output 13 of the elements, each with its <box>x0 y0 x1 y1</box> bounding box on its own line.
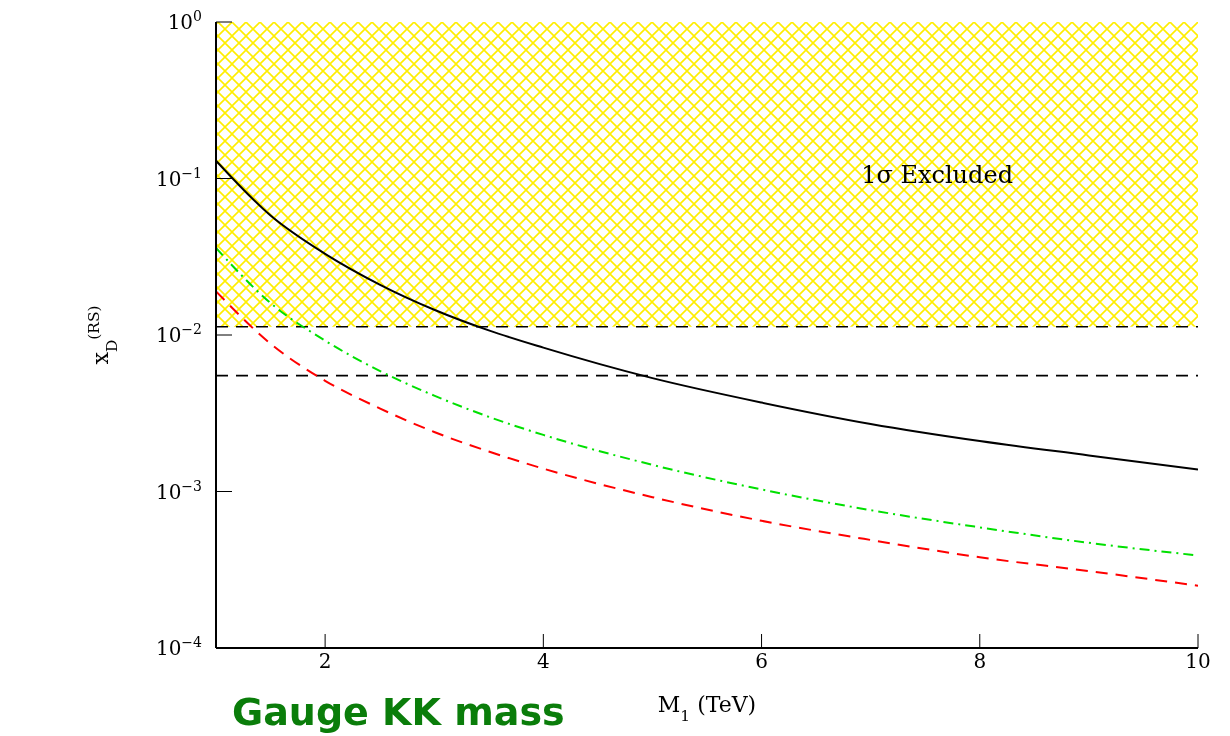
line-series <box>216 290 1198 587</box>
y-tick-label: 10$^{−3}$ <box>155 477 202 504</box>
y-tick-label: 10$^{−2}$ <box>155 321 202 347</box>
x-tick-label: 10 <box>1185 649 1211 674</box>
x-tick-label: 8 <box>973 649 987 674</box>
y-tick-label: 10$^{−4}$ <box>155 634 203 660</box>
x-tick-label: 2 <box>318 649 332 674</box>
x-axis-title: M$_{1}$ (TeV) <box>657 692 757 725</box>
text: Gauge KK mass <box>232 690 565 734</box>
y-tick-label: 10$^{0}$ <box>167 8 202 34</box>
x-tick-label: 6 <box>755 649 768 674</box>
y-tick-label: 10$^{−1}$ <box>155 164 202 191</box>
x-tick-label: 4 <box>536 649 550 674</box>
